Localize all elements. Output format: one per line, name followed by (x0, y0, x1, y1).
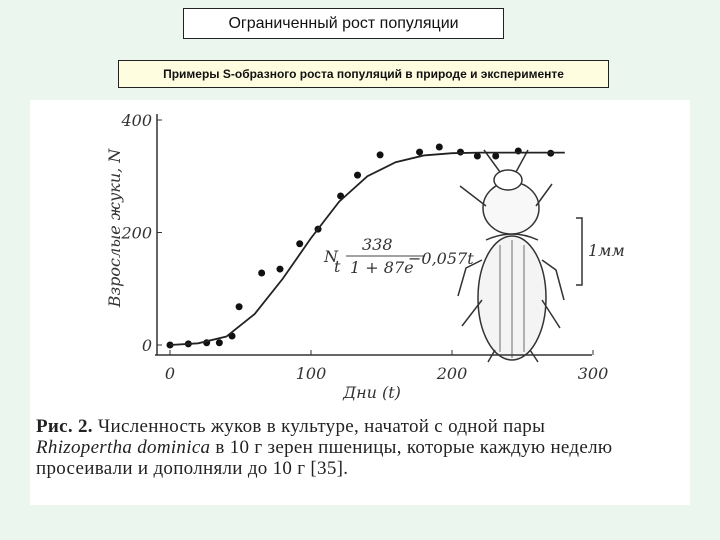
figure-caption: Рис. 2. Численность жуков в культуре, на… (36, 416, 696, 479)
data-point (416, 148, 424, 156)
data-point (258, 269, 266, 277)
data-point (456, 148, 464, 156)
y-tick-label: 0 (142, 336, 152, 355)
caption-text: Численность жуков в культуре, начатой с … (97, 416, 546, 437)
formula-exponent: −0,057t (408, 249, 474, 268)
x-tick-label: 200 (436, 364, 468, 383)
caption-text: в 10 г зерен пшеницы, которые каждую нед… (215, 437, 613, 458)
x-axis-label: Дни (t) (342, 383, 401, 402)
beetle-drawing (457, 149, 583, 363)
x-tick-label: 100 (296, 364, 327, 383)
y-tick-label: 200 (120, 224, 152, 243)
data-point (276, 265, 284, 273)
data-point (354, 171, 362, 179)
scale-label: 1мм (588, 241, 625, 260)
data-point (376, 151, 384, 159)
slide-subtitle: Примеры S-образного роста популяций в пр… (118, 60, 609, 88)
formula-denominator: 1 + 87e (350, 258, 414, 277)
data-point (473, 152, 481, 160)
data-point (492, 152, 500, 160)
formula-numerator: 338 (362, 235, 393, 254)
data-point (296, 240, 304, 248)
formula-t: t (334, 257, 341, 276)
content-panel (30, 100, 690, 505)
slide-title: Ограниченный рост популяции (183, 8, 504, 39)
fit-curve (169, 151, 565, 346)
caption-label: Рис. 2. (36, 416, 93, 437)
caption-text: просеивали и дополняли до 10 г [35]. (36, 458, 349, 479)
x-tick-label: 0 (165, 364, 175, 383)
x-tick-label: 300 (578, 364, 609, 383)
y-tick-label: 400 (120, 111, 152, 130)
y-axis-label: Взрослые жуки, N (105, 148, 124, 309)
caption-species: Rhizopertha dominica (36, 437, 211, 458)
data-point (215, 339, 223, 347)
data-point (235, 303, 243, 311)
data-point (435, 143, 443, 151)
formula-n: N (323, 247, 339, 266)
